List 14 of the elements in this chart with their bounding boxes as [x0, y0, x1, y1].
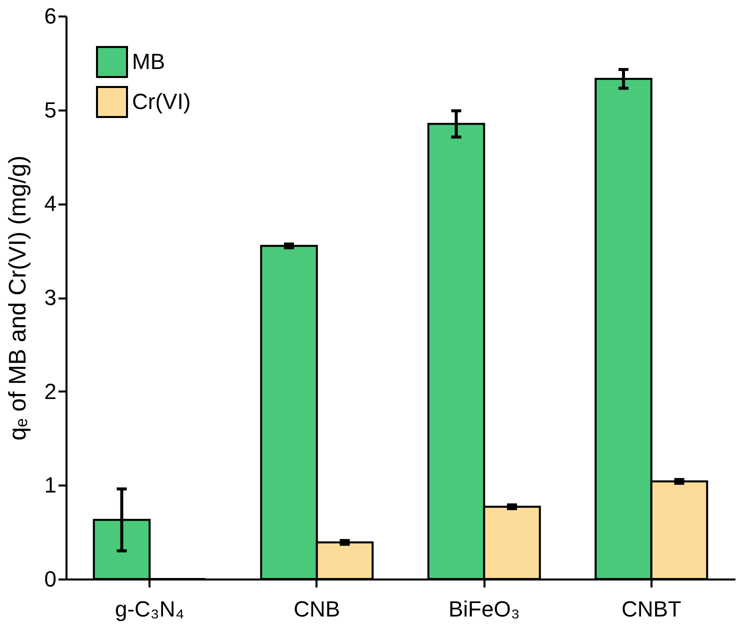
y-axis-title: qₑ of MB and Cr(VI) (mg/g): [4, 156, 32, 440]
y-tick-label: 4: [44, 191, 56, 216]
y-tick-label: 0: [44, 566, 56, 592]
legend-label: Cr(VI): [132, 89, 191, 114]
legend-label: MB: [132, 49, 165, 74]
y-tick-label: 5: [44, 97, 56, 122]
x-tick-label: CNB: [294, 596, 340, 622]
y-tick-label: 6: [44, 4, 56, 28]
y-tick-label: 1: [44, 472, 56, 498]
y-tick-label: 3: [44, 285, 56, 310]
x-tick-label: BiFeO₃: [448, 596, 520, 622]
x-tick-label: g-C₃N₄: [114, 596, 184, 622]
x-tick-label: CNBT: [621, 596, 682, 622]
y-tick-label: 2: [44, 378, 56, 404]
